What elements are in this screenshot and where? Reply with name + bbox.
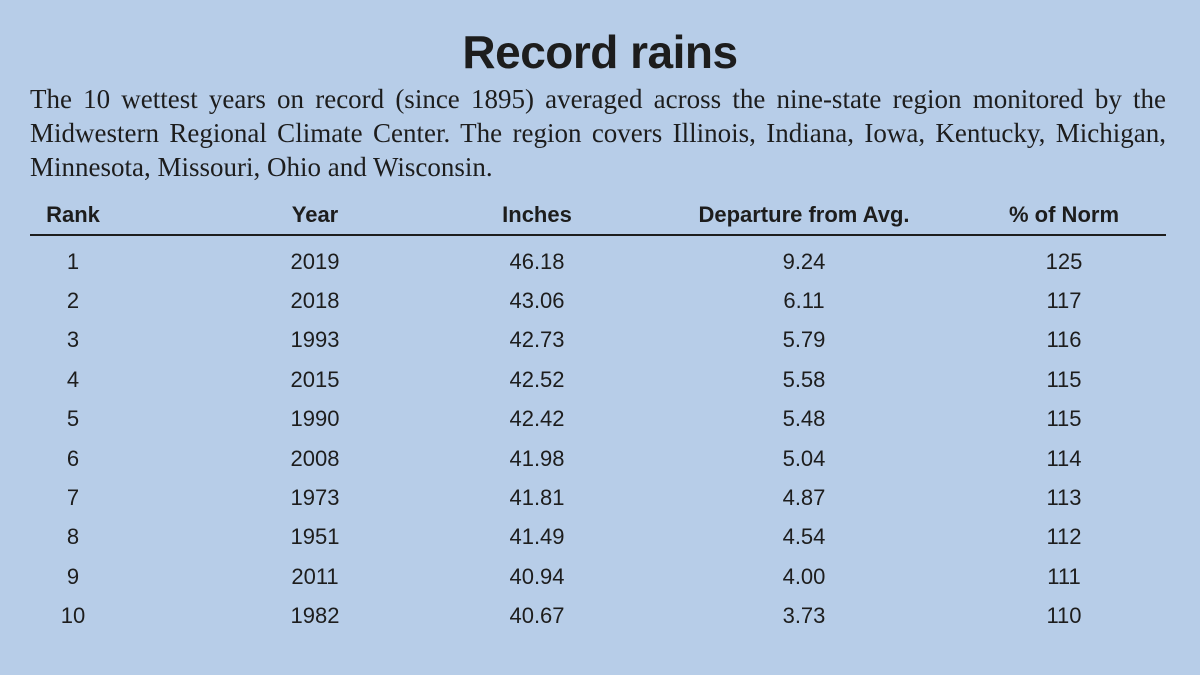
column-header-year: Year xyxy=(202,196,434,236)
wettest-years-table: Rank Year Inches Departure from Avg. % o… xyxy=(30,196,1166,636)
percent-of-norm-cell: 111 xyxy=(1047,563,1081,589)
departure-cell: 5.04 xyxy=(782,445,826,471)
rank-cell: 6 xyxy=(66,445,80,471)
percent-of-norm-cell: 112 xyxy=(1046,524,1082,550)
inches-cell: 40.94 xyxy=(509,563,565,589)
inches-cell: 42.73 xyxy=(509,327,565,353)
year-cell: 2015 xyxy=(290,366,340,392)
departure-cell: 4.54 xyxy=(782,524,826,550)
rank-cell: 9 xyxy=(66,563,80,589)
year-cell: 1990 xyxy=(290,406,340,432)
inches-cell: 42.52 xyxy=(509,366,565,392)
column-header-inches: Inches xyxy=(434,196,650,236)
table-header-row: Rank Year Inches Departure from Avg. % o… xyxy=(30,196,1166,236)
inches-cell: 41.98 xyxy=(509,445,565,471)
table-row: 6 2008 41.98 5.04 114 xyxy=(30,439,1166,478)
year-cell: 2008 xyxy=(290,445,340,471)
rank-cell: 2 xyxy=(66,288,80,314)
rank-cell: 4 xyxy=(66,366,80,392)
table-row: 8 1951 41.49 4.54 112 xyxy=(30,518,1166,557)
year-cell: 1951 xyxy=(290,524,340,550)
rank-cell: 5 xyxy=(66,406,80,432)
percent-of-norm-cell: 115 xyxy=(1046,406,1082,432)
table-row: 1 2019 46.18 9.24 125 xyxy=(30,235,1166,281)
departure-cell: 9.24 xyxy=(782,248,826,274)
year-cell: 1982 xyxy=(290,603,340,629)
departure-cell: 5.58 xyxy=(782,366,826,392)
year-cell: 1973 xyxy=(290,485,340,511)
rank-cell: 1 xyxy=(66,248,80,274)
table-row: 3 1993 42.73 5.79 116 xyxy=(30,321,1166,360)
year-cell: 2011 xyxy=(291,563,339,589)
departure-cell: 3.73 xyxy=(782,603,826,629)
departure-cell: 4.00 xyxy=(782,563,826,589)
percent-of-norm-cell: 110 xyxy=(1046,603,1082,629)
inches-cell: 41.49 xyxy=(509,524,565,550)
inches-cell: 40.67 xyxy=(509,603,565,629)
table-body: 1 2019 46.18 9.24 125 2 2018 43.06 6.11 117 3 1993 4… xyxy=(30,235,1166,636)
year-cell: 1993 xyxy=(290,327,340,353)
table-row: 5 1990 42.42 5.48 115 xyxy=(30,400,1166,439)
percent-of-norm-cell: 125 xyxy=(1045,248,1083,274)
table-row: 9 2011 40.94 4.00 111 xyxy=(30,557,1166,596)
percent-of-norm-cell: 117 xyxy=(1046,288,1082,314)
year-cell: 2019 xyxy=(290,248,340,274)
rank-cell: 7 xyxy=(66,485,80,511)
column-header-rank: Rank xyxy=(30,196,202,236)
inches-cell: 46.18 xyxy=(509,248,565,274)
rank-cell: 10 xyxy=(60,603,86,629)
table-row: 2 2018 43.06 6.11 117 xyxy=(30,281,1166,320)
percent-of-norm-cell: 114 xyxy=(1046,445,1082,471)
percent-of-norm-cell: 113 xyxy=(1046,485,1082,511)
inches-cell: 41.81 xyxy=(509,485,565,511)
subtitle-description: The 10 wettest years on record (since 18… xyxy=(30,84,1166,182)
column-header-departure: Departure from Avg. xyxy=(650,196,964,236)
departure-cell: 5.48 xyxy=(782,406,826,432)
departure-cell: 6.11 xyxy=(783,288,825,314)
table-row: 10 1982 40.67 3.73 110 xyxy=(30,597,1166,636)
rank-cell: 3 xyxy=(66,327,80,353)
table-row: 7 1973 41.81 4.87 113 xyxy=(30,478,1166,517)
percent-of-norm-cell: 115 xyxy=(1046,366,1082,392)
rank-cell: 8 xyxy=(66,524,80,550)
departure-cell: 5.79 xyxy=(782,327,826,353)
departure-cell: 4.87 xyxy=(782,485,826,511)
table-row: 4 2015 42.52 5.58 115 xyxy=(30,360,1166,399)
inches-cell: 42.42 xyxy=(509,406,565,432)
page-title: Record rains xyxy=(462,26,738,78)
year-cell: 2018 xyxy=(290,288,340,314)
column-header-percent-of-norm: % of Norm xyxy=(964,196,1166,236)
percent-of-norm-cell: 116 xyxy=(1046,327,1082,353)
inches-cell: 43.06 xyxy=(509,288,565,314)
